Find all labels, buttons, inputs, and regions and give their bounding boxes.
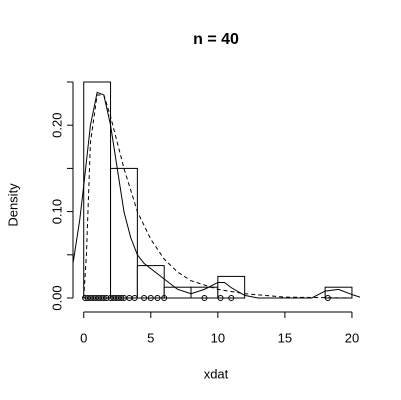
rug-point bbox=[154, 295, 161, 301]
rug-point bbox=[103, 295, 110, 301]
rug-point bbox=[147, 295, 154, 301]
x-axis-label: xdat bbox=[204, 366, 229, 381]
chart-title: n = 40 bbox=[193, 31, 239, 48]
rug-point bbox=[100, 295, 107, 301]
y-axis-label: Density bbox=[5, 183, 20, 227]
y-tick-label: 0.20 bbox=[49, 113, 64, 138]
rug-point bbox=[118, 295, 125, 301]
rug-point bbox=[131, 295, 138, 301]
bar bbox=[110, 167, 138, 299]
bar bbox=[136, 265, 165, 299]
x-tick-label: 15 bbox=[278, 330, 292, 345]
rug-point bbox=[141, 295, 148, 301]
rug-point bbox=[217, 295, 224, 301]
rug-point bbox=[324, 295, 331, 301]
x-tick-label: 20 bbox=[345, 330, 359, 345]
rug-point bbox=[201, 295, 208, 301]
y-tick-label: 0.10 bbox=[49, 199, 64, 224]
x-tick-label: 5 bbox=[147, 330, 154, 345]
rug-point bbox=[228, 295, 235, 301]
x-tick-label: 10 bbox=[211, 330, 225, 345]
bar bbox=[83, 81, 112, 299]
density-line bbox=[72, 91, 361, 299]
rug-point bbox=[161, 295, 168, 301]
density-line bbox=[83, 94, 352, 299]
y-tick-label: 0.00 bbox=[49, 285, 64, 310]
x-tick-label: 0 bbox=[80, 330, 87, 345]
